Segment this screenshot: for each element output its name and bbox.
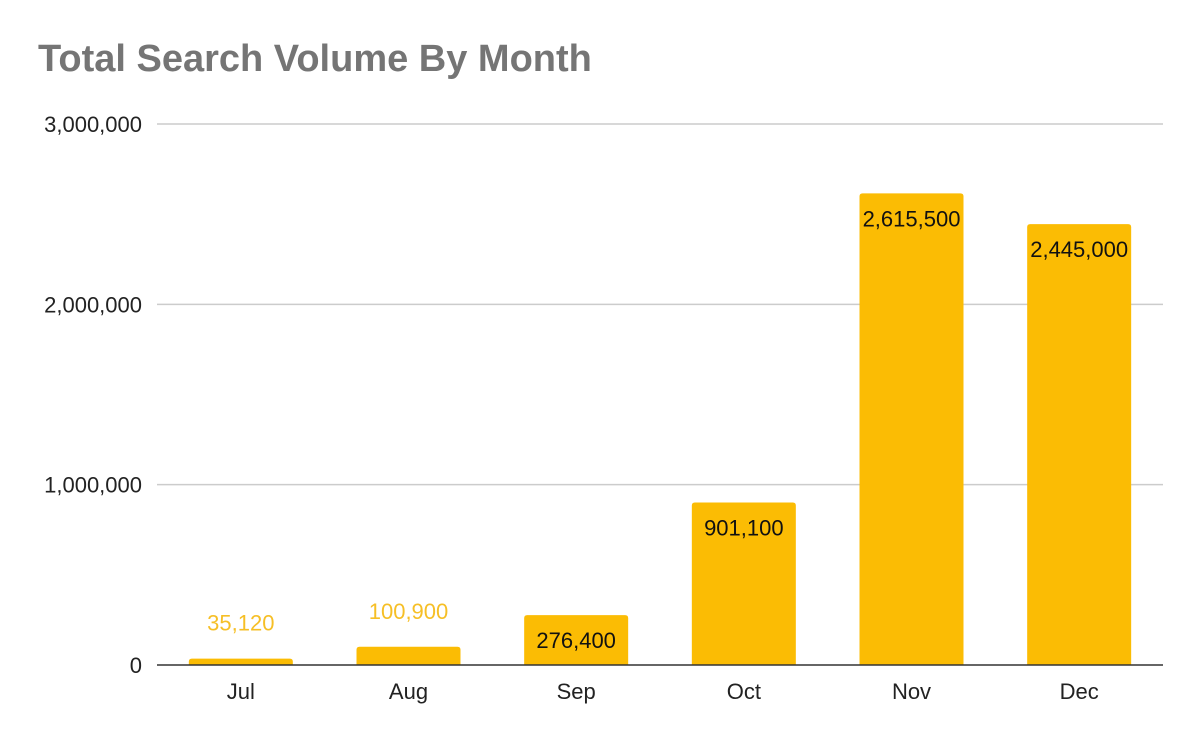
y-tick-label: 2,000,000 <box>44 292 142 317</box>
y-tick-label: 1,000,000 <box>44 473 142 498</box>
bar-nov <box>859 193 964 665</box>
data-label: 35,120 <box>207 611 274 636</box>
x-tick-label: Sep <box>557 679 596 704</box>
data-label: 901,100 <box>704 516 784 541</box>
y-tick-label: 0 <box>130 653 142 678</box>
bar-aug <box>356 646 461 665</box>
chart-title: Total Search Volume By Month <box>38 38 592 80</box>
x-tick-label: Oct <box>727 679 761 704</box>
data-label: 100,900 <box>369 599 449 624</box>
x-tick-label: Dec <box>1060 679 1099 704</box>
data-label: 2,445,000 <box>1030 237 1128 262</box>
bar-dec <box>1027 224 1132 665</box>
x-tick-label: Nov <box>892 679 931 704</box>
x-tick-label: Jul <box>227 679 255 704</box>
x-tick-label: Aug <box>389 679 428 704</box>
bar-oct <box>691 502 796 665</box>
y-tick-label: 3,000,000 <box>44 112 142 137</box>
bar-sep <box>524 615 629 665</box>
data-label: 276,400 <box>536 628 616 653</box>
data-label: 2,615,500 <box>863 206 961 231</box>
bar-jul <box>188 658 293 665</box>
